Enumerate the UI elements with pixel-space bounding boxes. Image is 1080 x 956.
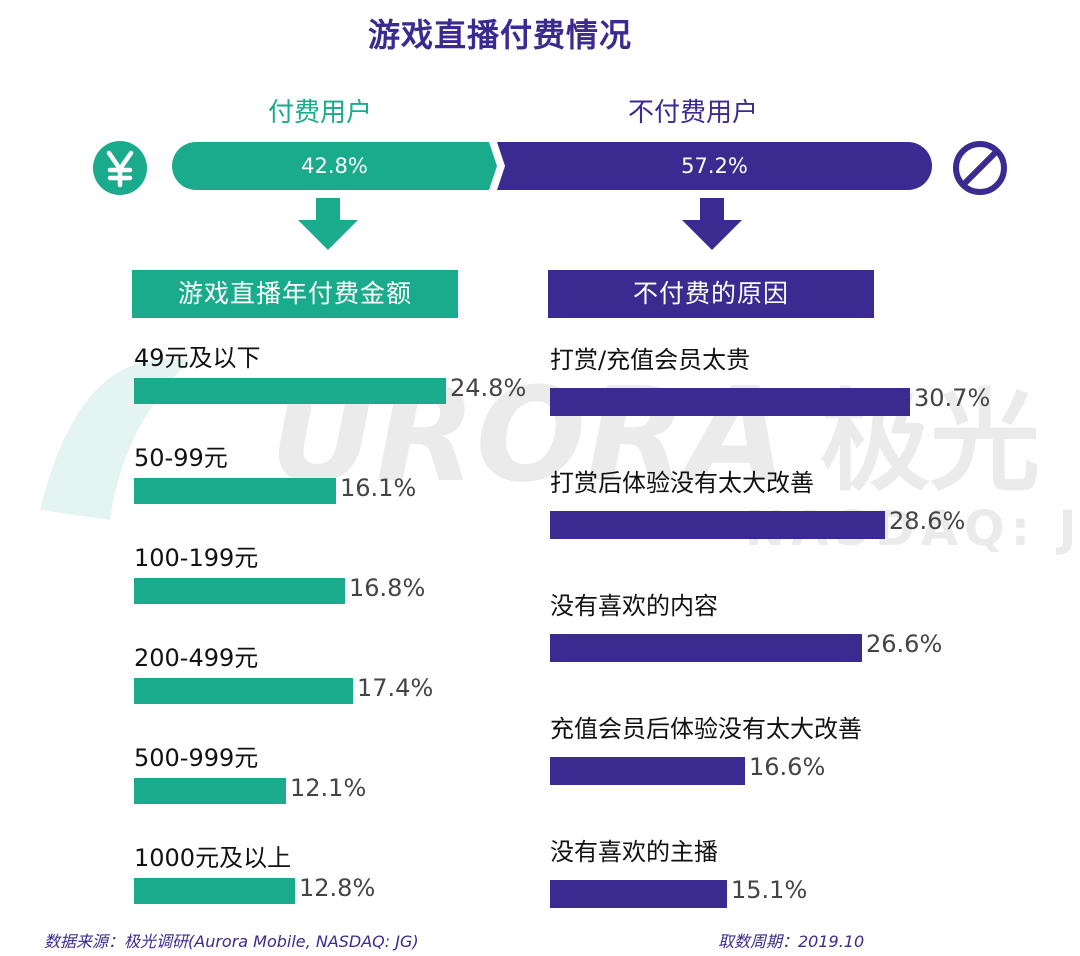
- value-label: 15.1%: [731, 876, 808, 904]
- category-label: 100-199元: [134, 544, 259, 572]
- nonpay-reasons-header: 不付费的原因: [548, 270, 874, 318]
- data-period: 取数周期：2019.10: [718, 932, 865, 951]
- category-label: 1000元及以上: [134, 844, 292, 872]
- value-label: 26.6%: [866, 630, 943, 658]
- category-label: 没有喜欢的主播: [550, 838, 718, 866]
- value-label: 30.7%: [914, 384, 991, 412]
- value-label: 12.1%: [290, 774, 367, 802]
- value-label: 17.4%: [357, 674, 434, 702]
- bar: [550, 388, 910, 416]
- category-label: 500-999元: [134, 744, 259, 772]
- no-entry-icon: [953, 141, 1007, 195]
- bar: [550, 880, 727, 908]
- data-source: 数据来源：极光调研(Aurora Mobile, NASDAQ: JG): [44, 932, 419, 951]
- category-label: 200-499元: [134, 644, 259, 672]
- bar: [134, 778, 286, 804]
- value-label: 16.1%: [340, 474, 417, 502]
- value-label: 16.6%: [749, 753, 826, 781]
- value-label: 28.6%: [889, 507, 966, 535]
- category-label: 打赏后体验没有太大改善: [550, 469, 814, 497]
- category-label: 50-99元: [134, 444, 228, 472]
- bar: [550, 634, 862, 662]
- value-label: 16.8%: [349, 574, 426, 602]
- category-label: 充值会员后体验没有太大改善: [550, 715, 862, 743]
- annual-spend-header: 游戏直播年付费金额: [132, 270, 458, 318]
- bar: [134, 878, 295, 904]
- category-label: 打赏/充值会员太贵: [550, 346, 751, 374]
- bar: [550, 511, 885, 539]
- bar: [134, 578, 345, 604]
- bar: [134, 678, 353, 704]
- unpaid-share-segment: [497, 142, 932, 190]
- unpaid-down-arrow-icon: [682, 198, 742, 250]
- category-label: 49元及以下: [134, 344, 261, 372]
- paid-unpaid-split-bar: [172, 142, 932, 190]
- bar: [134, 378, 446, 404]
- paid-share-segment: [172, 142, 497, 190]
- bar: [550, 757, 745, 785]
- category-label: 没有喜欢的内容: [550, 592, 718, 620]
- unpaid-share-value: 57.2%: [681, 154, 748, 178]
- bar: [134, 478, 336, 504]
- yen-icon: [93, 141, 147, 195]
- page-title: 游戏直播付费情况: [367, 16, 632, 54]
- paid-share-value: 42.8%: [301, 154, 368, 178]
- unpaid-users-label: 不付费用户: [628, 98, 759, 128]
- paid-users-label: 付费用户: [268, 98, 373, 128]
- value-label: 12.8%: [299, 874, 376, 902]
- value-label: 24.8%: [450, 374, 527, 402]
- paid-down-arrow-icon: [298, 198, 358, 250]
